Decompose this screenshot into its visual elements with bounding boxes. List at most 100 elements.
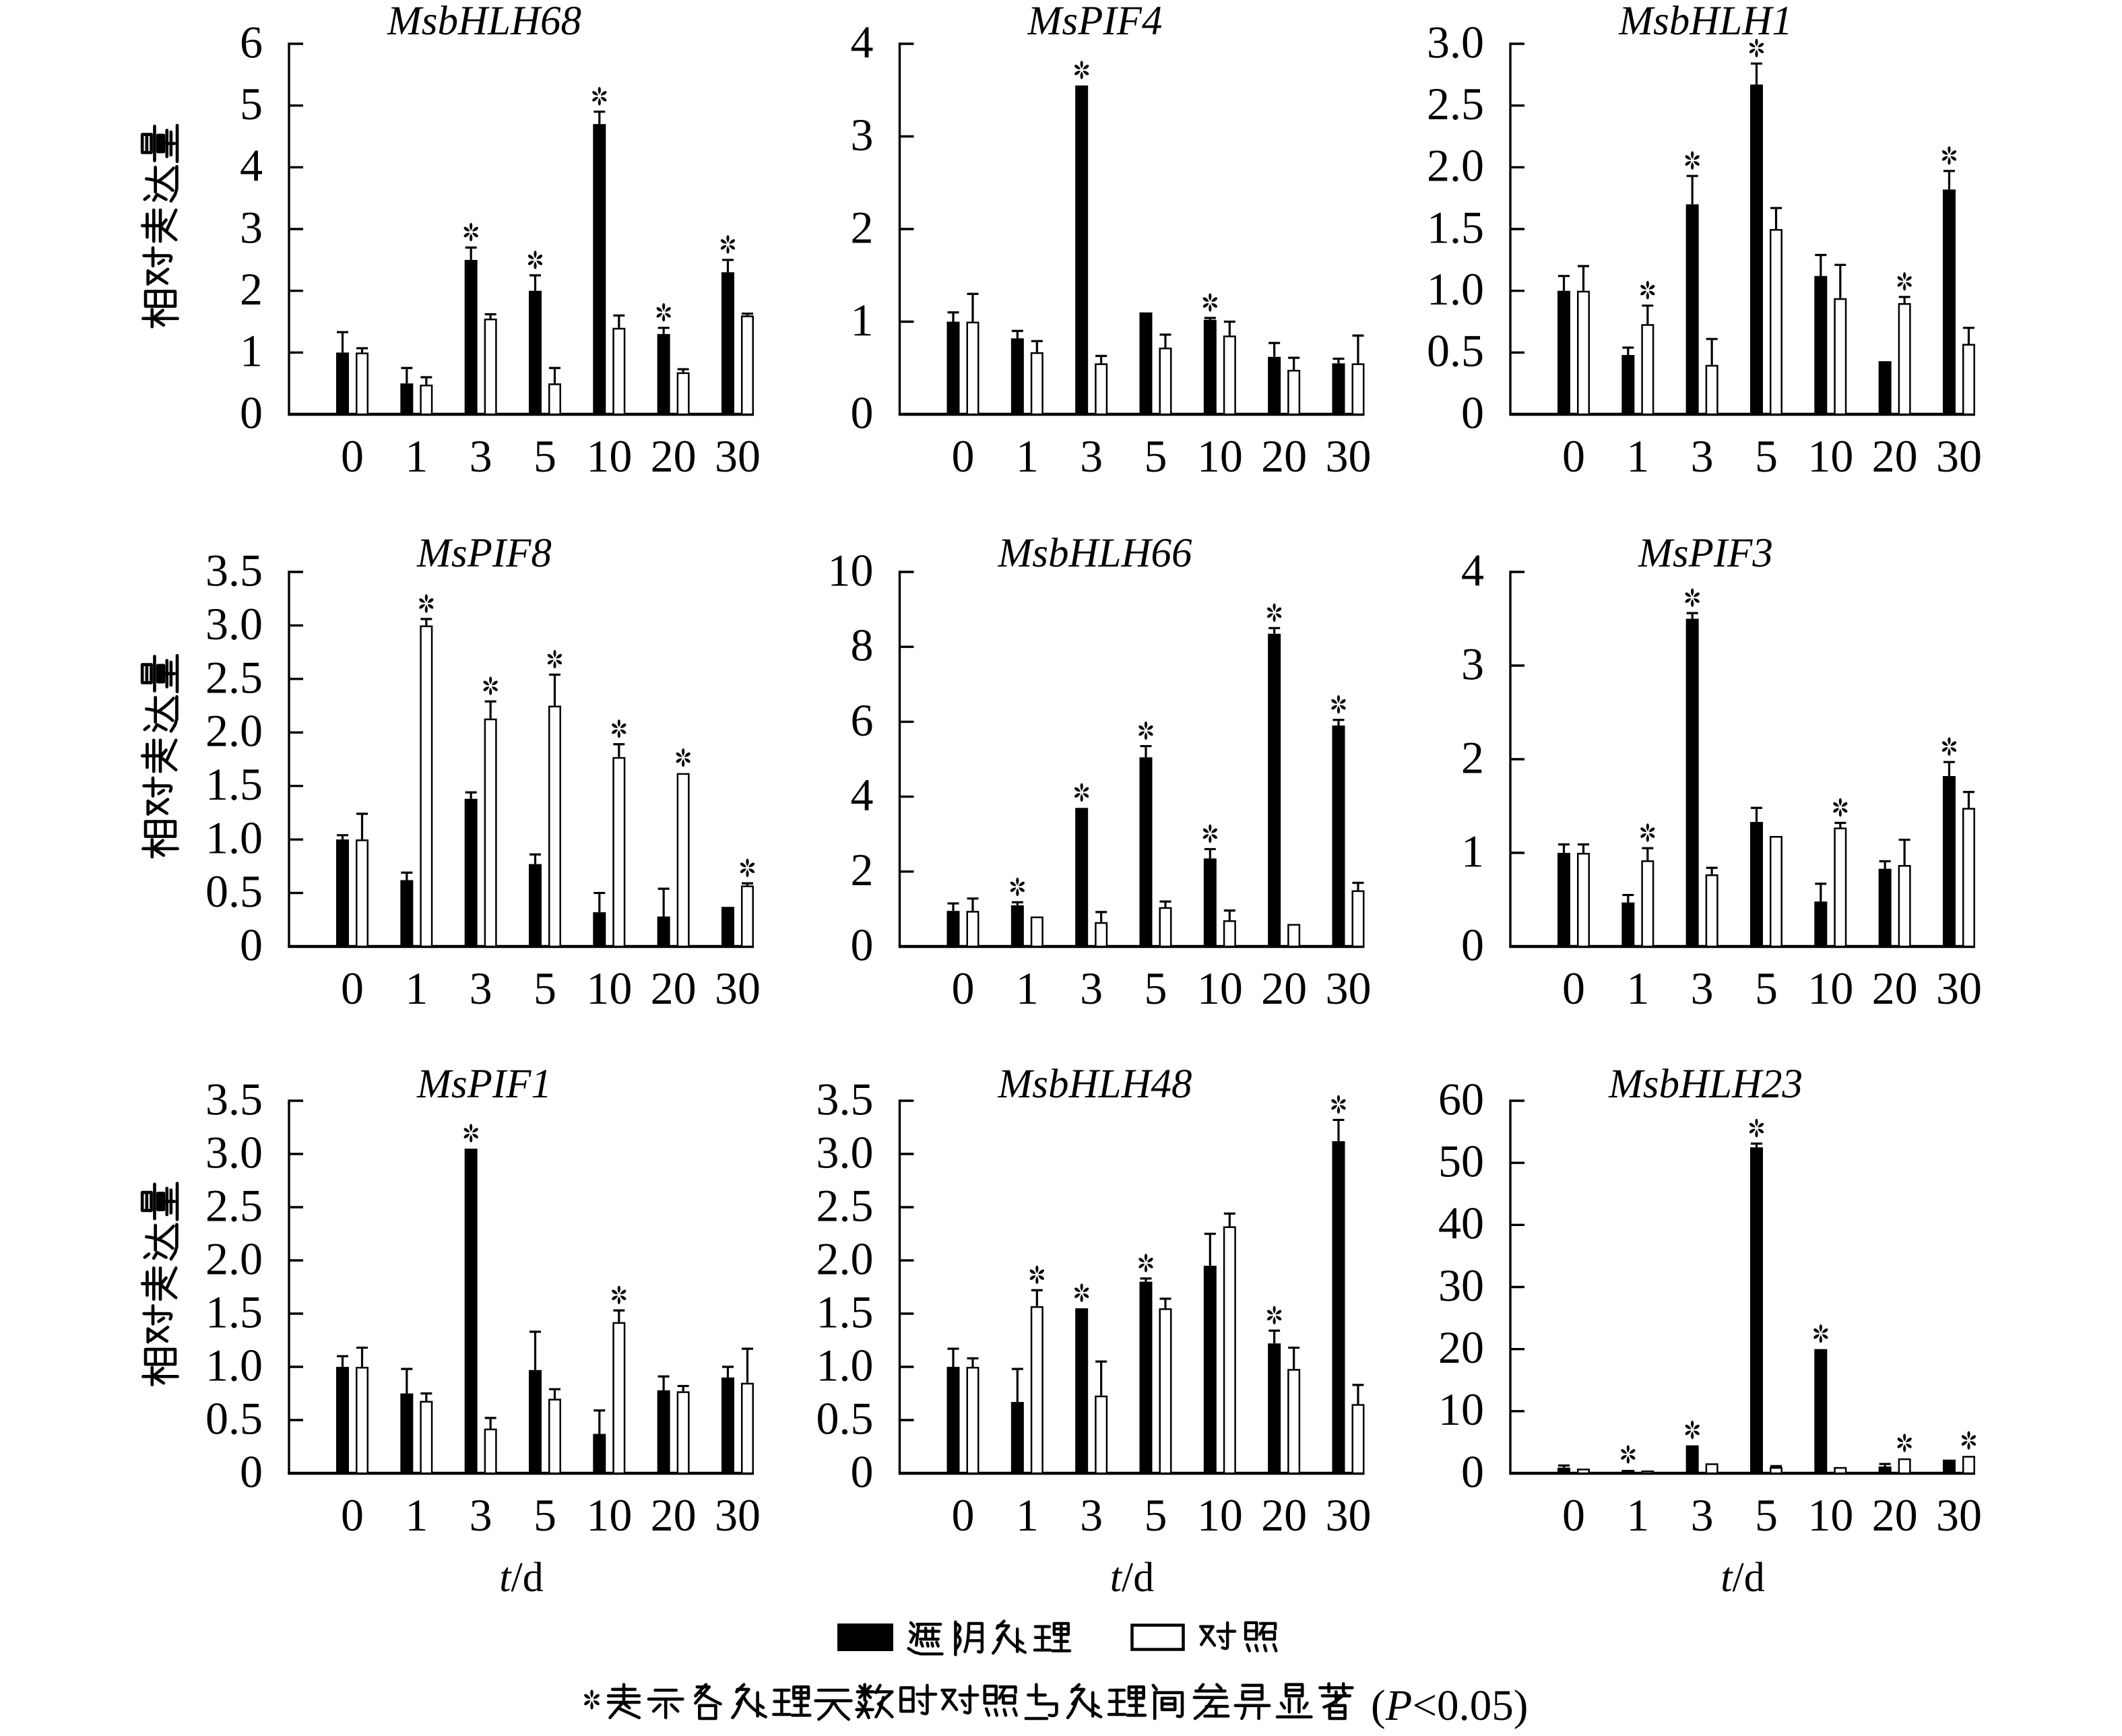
- svg-text:0: 0: [851, 387, 874, 438]
- svg-text:10: 10: [1438, 1384, 1484, 1435]
- svg-text:5: 5: [534, 430, 556, 482]
- svg-text:MsPIF1: MsPIF1: [416, 1062, 552, 1107]
- svg-text:3.0: 3.0: [816, 1126, 874, 1178]
- svg-text:0: 0: [952, 430, 975, 482]
- svg-text:4: 4: [851, 16, 874, 67]
- svg-text:0: 0: [851, 1446, 874, 1497]
- svg-text:1.0: 1.0: [205, 812, 263, 864]
- svg-text:30: 30: [715, 1489, 761, 1541]
- svg-text:3: 3: [470, 963, 492, 1014]
- svg-text:3: 3: [240, 201, 263, 253]
- svg-text:0: 0: [1461, 1446, 1484, 1497]
- svg-text:MsbHLH66: MsbHLH66: [997, 531, 1192, 576]
- svg-text:20: 20: [1261, 1489, 1307, 1541]
- svg-text:10: 10: [828, 544, 874, 596]
- svg-text:1: 1: [240, 325, 263, 377]
- svg-text:1.5: 1.5: [205, 759, 263, 810]
- svg-text:t/d: t/d: [499, 1555, 543, 1601]
- svg-text:8: 8: [851, 620, 874, 671]
- svg-text:20: 20: [1438, 1322, 1484, 1373]
- svg-text:1.5: 1.5: [1427, 201, 1484, 253]
- svg-text:MsPIF3: MsPIF3: [1638, 531, 1773, 576]
- svg-text:1.0: 1.0: [1427, 263, 1484, 315]
- svg-text:3: 3: [851, 109, 874, 160]
- svg-text:5: 5: [534, 1489, 556, 1541]
- svg-text:0: 0: [240, 387, 263, 438]
- svg-text:10: 10: [586, 1489, 632, 1541]
- svg-text:5: 5: [1755, 1489, 1778, 1541]
- svg-text:10: 10: [1807, 430, 1853, 482]
- svg-text:1.5: 1.5: [205, 1286, 263, 1337]
- svg-text:0: 0: [240, 1446, 263, 1497]
- svg-text:0: 0: [240, 919, 263, 970]
- svg-text:t/d: t/d: [1721, 1555, 1764, 1601]
- svg-text:2.5: 2.5: [816, 1180, 874, 1231]
- svg-text:1: 1: [405, 430, 428, 482]
- svg-text:3: 3: [1080, 963, 1103, 1014]
- svg-text:4: 4: [851, 769, 874, 821]
- svg-text:30: 30: [1325, 1489, 1371, 1541]
- svg-text:0: 0: [952, 963, 975, 1014]
- svg-text:20: 20: [651, 430, 697, 482]
- svg-text:4: 4: [240, 140, 263, 191]
- svg-text:0: 0: [341, 1489, 364, 1541]
- svg-text:30: 30: [715, 430, 761, 482]
- svg-text:1: 1: [1016, 1489, 1039, 1541]
- svg-text:20: 20: [1261, 430, 1307, 482]
- svg-text:30: 30: [1438, 1260, 1484, 1311]
- svg-text:20: 20: [651, 963, 697, 1014]
- svg-text:2: 2: [240, 263, 263, 315]
- svg-text:(P<0.05): (P<0.05): [1371, 1681, 1528, 1730]
- svg-text:1.5: 1.5: [816, 1286, 874, 1337]
- svg-text:3.5: 3.5: [205, 1073, 263, 1124]
- svg-text:60: 60: [1438, 1073, 1484, 1124]
- svg-text:MsbHLH68: MsbHLH68: [387, 0, 581, 44]
- svg-text:3: 3: [1691, 1489, 1714, 1541]
- svg-text:0: 0: [1461, 919, 1484, 970]
- svg-text:MsPIF8: MsPIF8: [416, 531, 552, 576]
- svg-text:20: 20: [1261, 963, 1307, 1014]
- svg-text:0: 0: [851, 919, 874, 970]
- svg-text:10: 10: [1197, 963, 1243, 1014]
- svg-text:MsbHLH48: MsbHLH48: [997, 1062, 1192, 1107]
- svg-text:5: 5: [1144, 430, 1167, 482]
- svg-text:t/d: t/d: [1110, 1555, 1154, 1601]
- svg-text:1: 1: [1626, 1489, 1649, 1541]
- svg-text:5: 5: [240, 78, 263, 129]
- svg-text:3.0: 3.0: [205, 1126, 263, 1178]
- svg-text:2.0: 2.0: [205, 705, 263, 757]
- svg-text:0.5: 0.5: [816, 1392, 874, 1444]
- svg-text:0: 0: [952, 1489, 975, 1541]
- svg-text:1: 1: [1626, 963, 1649, 1014]
- svg-text:1.0: 1.0: [205, 1339, 263, 1390]
- svg-text:40: 40: [1438, 1198, 1484, 1249]
- svg-text:1.0: 1.0: [816, 1339, 874, 1390]
- svg-text:0: 0: [1562, 1489, 1585, 1541]
- svg-text:1: 1: [1461, 825, 1484, 876]
- svg-text:0: 0: [1461, 387, 1484, 438]
- svg-text:5: 5: [1755, 963, 1778, 1014]
- svg-text:3.0: 3.0: [1427, 16, 1484, 67]
- svg-text:MsPIF4: MsPIF4: [1027, 0, 1163, 44]
- svg-text:3: 3: [470, 1489, 492, 1541]
- svg-text:2.5: 2.5: [205, 651, 263, 703]
- svg-text:20: 20: [1872, 430, 1918, 482]
- svg-text:30: 30: [1325, 430, 1371, 482]
- svg-text:3.5: 3.5: [816, 1073, 874, 1124]
- svg-text:1: 1: [405, 963, 428, 1014]
- svg-text:1: 1: [1016, 430, 1039, 482]
- svg-text:2: 2: [1461, 732, 1484, 783]
- svg-text:6: 6: [851, 695, 874, 746]
- svg-text:5: 5: [534, 963, 556, 1014]
- svg-text:3.0: 3.0: [205, 598, 263, 649]
- svg-text:4: 4: [1461, 544, 1484, 596]
- svg-text:3: 3: [1080, 1489, 1103, 1541]
- svg-text:0.5: 0.5: [205, 1392, 263, 1444]
- svg-text:10: 10: [1807, 1489, 1853, 1541]
- svg-text:30: 30: [715, 963, 761, 1014]
- svg-text:10: 10: [1807, 963, 1853, 1014]
- svg-text:10: 10: [586, 963, 632, 1014]
- svg-text:20: 20: [1872, 1489, 1918, 1541]
- svg-text:50: 50: [1438, 1136, 1484, 1187]
- svg-text:3.5: 3.5: [205, 544, 263, 596]
